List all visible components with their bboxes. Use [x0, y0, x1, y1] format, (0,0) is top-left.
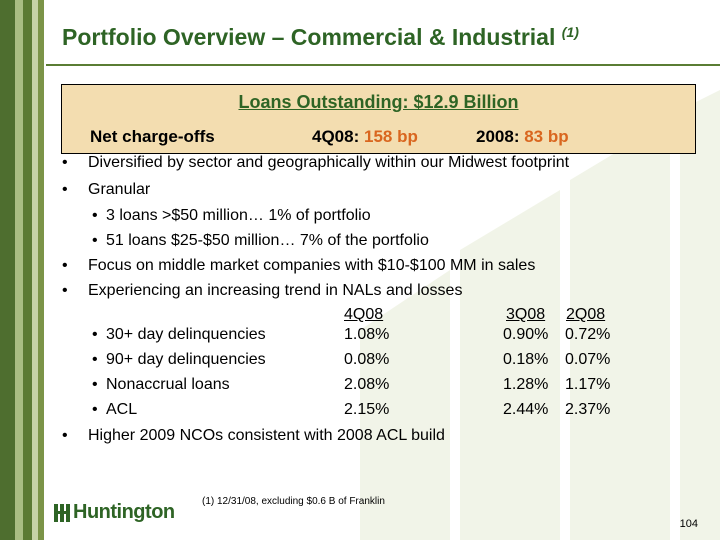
- sub-bullet-marker: •: [92, 351, 98, 368]
- cell-value: 0.72%: [565, 326, 611, 343]
- cell-value: 1.17%: [565, 376, 611, 393]
- title-footnote-marker: (1): [561, 24, 579, 40]
- net-charge-offs-label: Net charge-offs: [90, 127, 215, 146]
- row-label: 90+ day delinquencies: [106, 351, 266, 368]
- bullet-marker: •: [62, 427, 68, 444]
- footnote: (1) 12/31/08, excluding $0.6 B of Frankl…: [202, 496, 385, 507]
- row-label: 30+ day delinquencies: [106, 326, 266, 343]
- column-header-4q08: 4Q08: [344, 306, 384, 323]
- page-number: 104: [679, 518, 698, 530]
- summary-box: Loans Outstanding: $12.9 Billion Net cha…: [61, 84, 696, 154]
- bullet-marker: •: [62, 154, 68, 171]
- column-header-3q08: 3Q08: [506, 306, 546, 323]
- sub-bullet-marker: •: [92, 207, 98, 224]
- quarter-charge-offs: 4Q08: 158 bp: [312, 127, 418, 147]
- bullet-marker: •: [62, 282, 68, 299]
- row-label: ACL: [106, 401, 138, 418]
- bullet-higher-ncos: Higher 2009 NCOs consistent with 2008 AC…: [88, 427, 445, 444]
- quarter-value: 158 bp: [363, 127, 418, 146]
- cell-value: 0.90%: [503, 326, 549, 343]
- huntington-logo: Huntington: [54, 501, 175, 524]
- left-stripe: [0, 0, 15, 540]
- left-stripe: [38, 0, 44, 540]
- left-stripe: [15, 0, 23, 540]
- sub-bullet-marker: •: [92, 401, 98, 418]
- year-charge-offs: 2008: 83 bp: [476, 127, 569, 147]
- cell-value: 2.08%: [344, 376, 390, 393]
- logo-wordmark: Huntington: [73, 501, 175, 523]
- row-label: Nonaccrual loans: [106, 376, 230, 393]
- sub-bullet-large-loans: 3 loans >$50 million… 1% of portfolio: [106, 207, 371, 224]
- title-text: Portfolio Overview – Commercial & Indust…: [62, 24, 556, 50]
- cell-value: 0.08%: [344, 351, 390, 368]
- cell-value: 2.44%: [503, 401, 549, 418]
- bullet-nal-trend: Experiencing an increasing trend in NALs…: [88, 282, 463, 299]
- year-label: 2008:: [476, 127, 525, 146]
- year-value: 83 bp: [524, 127, 569, 146]
- sub-bullet-marker: •: [92, 326, 98, 343]
- left-stripe: [23, 0, 32, 540]
- cell-value: 0.18%: [503, 351, 549, 368]
- column-header-2q08: 2Q08: [566, 306, 606, 323]
- sub-bullet-marker: •: [92, 376, 98, 393]
- cell-value: 1.08%: [344, 326, 390, 343]
- bullet-marker: •: [62, 181, 68, 198]
- page-title: Portfolio Overview – Commercial & Indust…: [62, 24, 579, 51]
- sub-bullet-marker: •: [92, 232, 98, 249]
- cell-value: 1.28%: [503, 376, 549, 393]
- sub-bullet-mid-loans: 51 loans $25-$50 million… 7% of the port…: [106, 232, 429, 249]
- bullet-granular: Granular: [88, 181, 151, 198]
- left-stripe: [32, 0, 38, 540]
- cell-value: 2.15%: [344, 401, 390, 418]
- bullet-diversified: Diversified by sector and geographically…: [88, 154, 570, 171]
- quarter-label: 4Q08:: [312, 127, 364, 146]
- huntington-logo-icon: [54, 503, 70, 522]
- bullet-middle-market: Focus on middle market companies with $1…: [88, 257, 536, 274]
- loans-outstanding-heading: Loans Outstanding: $12.9 Billion: [238, 92, 519, 112]
- cell-value: 2.37%: [565, 401, 611, 418]
- cell-value: 0.07%: [565, 351, 611, 368]
- title-divider: [46, 64, 720, 66]
- bullet-marker: •: [62, 257, 68, 274]
